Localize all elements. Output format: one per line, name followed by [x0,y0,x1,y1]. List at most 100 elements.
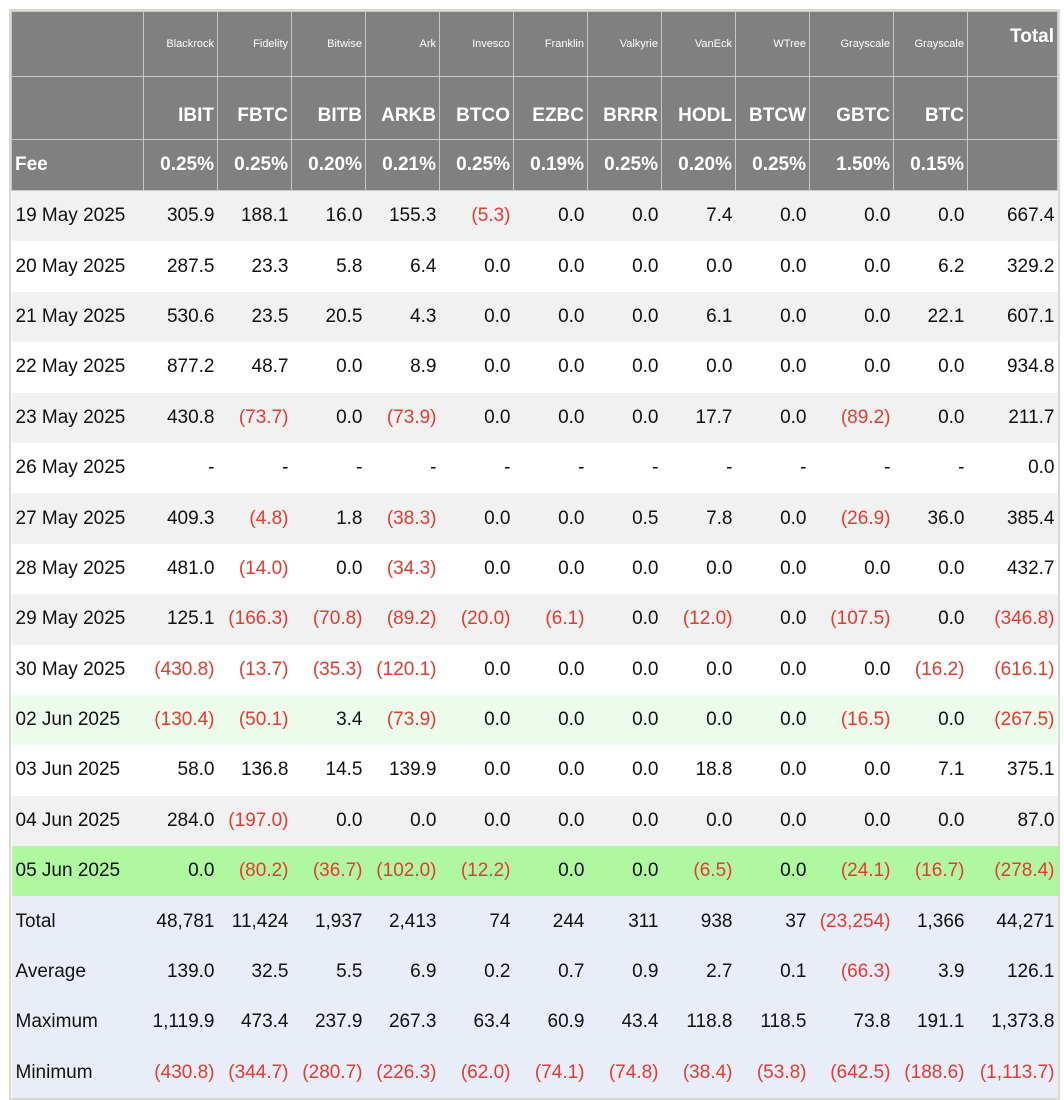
flow-value: 0.0 [513,846,588,897]
row-date: 21 May 2025 [11,291,144,343]
flow-value: 0.0 [513,392,588,443]
fee-value: 0.15% [893,139,968,191]
issuer-header: WTree [735,11,810,77]
empty-header-cell [11,76,144,140]
summary-value: 139.0 [143,946,218,998]
table-row: 22 May 2025 877.2 48.7 0.0 8.9 0.0 0.0 0.0 0.0 0.… [11,342,1058,393]
flow-value: 23.5 [217,291,292,343]
flow-value: 0.0 [439,543,514,595]
flow-value: 7.4 [661,190,736,242]
summary-value: 44,271 [967,896,1058,947]
flow-value: (16.5) [809,694,894,746]
flow-value: - [587,442,662,494]
fee-value: 0.25% [143,139,218,191]
summary-value: 60.9 [513,997,588,1048]
row-total: 0.0 [967,442,1058,494]
fee-header-row: Fee 0.25% 0.25% 0.20% 0.21% 0.25% 0.19% 0.25% 0.… [11,139,1058,191]
table-row: 26 May 2025- - - - - - - - - - -0.0 [11,442,1058,494]
table-row: 02 Jun 2025 (130.4) (50.1) 3.4 (73.9) 0.0 0.0 0… [11,694,1058,746]
flow-value: 0.0 [735,745,810,796]
flow-value: 0.0 [735,190,810,242]
flow-value: 0.0 [661,241,736,292]
empty-header-cell [967,139,1058,191]
flow-value: 0.0 [587,694,662,746]
ticker-header: BTC [893,76,968,140]
flow-value: 6.1 [661,291,736,343]
summary-value: 73.8 [809,997,894,1048]
summary-value: (188.6) [893,1047,968,1099]
summary-row-average: Average 139.0 32.5 5.5 6.9 0.2 0.7 0.9 2.7 0.1 (66… [11,946,1058,998]
flow-value: 0.0 [513,342,588,393]
flow-value: 0.0 [735,241,810,292]
flow-value: 877.2 [143,342,218,393]
row-total: 375.1 [967,745,1058,796]
summary-value: (74.1) [513,1047,588,1099]
row-date: 28 May 2025 [11,543,144,595]
issuer-header: Blackrock [143,11,218,77]
flow-value: 0.0 [735,493,810,544]
flow-value: 58.0 [143,745,218,796]
row-date: 30 May 2025 [11,644,144,695]
ticker-header: ARKB [365,76,440,140]
issuer-header-row: Blackrock Fidelity Bitwise Ark Invesco Frankl… [11,11,1058,77]
flow-value: 0.0 [893,392,968,443]
row-total: 432.7 [967,543,1058,595]
summary-value: 311 [587,896,662,947]
flow-value: 8.9 [365,342,440,393]
fee-value: 0.25% [735,139,810,191]
row-total: 934.8 [967,342,1058,393]
summary-value: 2,413 [365,896,440,947]
ticker-header: BTCO [439,76,514,140]
summary-value: (38.4) [661,1047,736,1099]
flow-value: 22.1 [893,291,968,343]
flow-value: 7.1 [893,745,968,796]
flow-value: 3.4 [291,694,366,746]
flow-value: 0.0 [809,190,894,242]
summary-value: 3.9 [893,946,968,998]
table-row: 20 May 2025 287.5 23.3 5.8 6.4 0.0 0.0 0.0 0.0 0.… [11,241,1058,292]
flow-value: 0.0 [439,745,514,796]
fee-value: 1.50% [809,139,894,191]
row-date: 27 May 2025 [11,493,144,544]
flow-value: (6.1) [513,594,588,645]
fee-value: 0.25% [439,139,514,191]
flow-value: (89.2) [809,392,894,443]
flow-value: (36.7) [291,846,366,897]
flow-value: 0.0 [893,543,968,595]
flow-value: 0.0 [661,694,736,746]
table-row: 21 May 2025 530.6 23.5 20.5 4.3 0.0 0.0 0.0 6.1 0… [11,291,1058,343]
flow-value: 0.0 [809,342,894,393]
flow-value: 305.9 [143,190,218,242]
flow-value: 0.0 [893,342,968,393]
flow-value: (14.0) [217,543,292,595]
flow-value: (80.2) [217,846,292,897]
flow-value: 0.0 [809,745,894,796]
row-total: 667.4 [967,190,1058,242]
summary-label: Total [11,896,144,947]
flow-value: (73.9) [365,392,440,443]
flow-value: (70.8) [291,594,366,645]
empty-header-cell [11,11,144,77]
summary-value: (23,254) [809,896,894,947]
issuer-header: Invesco [439,11,514,77]
summary-value: (74.8) [587,1047,662,1099]
flow-value: 48.7 [217,342,292,393]
flow-value: 0.0 [893,795,968,847]
summary-value: (642.5) [809,1047,894,1099]
flow-value: 0.0 [439,644,514,695]
row-total: (346.8) [967,594,1058,645]
flow-value: 0.0 [809,644,894,695]
flow-value: (130.4) [143,694,218,746]
etf-flows-table-container: Blackrock Fidelity Bitwise Ark Invesco Frankl… [9,9,1060,1100]
summary-value: 0.2 [439,946,514,998]
flow-value: 287.5 [143,241,218,292]
flow-value: (12.2) [439,846,514,897]
flow-value: - [439,442,514,494]
fee-value: 0.20% [291,139,366,191]
table-header: Blackrock Fidelity Bitwise Ark Invesco Frankl… [11,11,1058,191]
total-column-header: Total [967,11,1058,77]
flow-value: 0.0 [439,493,514,544]
table-row: 30 May 2025 (430.8) (13.7) (35.3) (120.1) 0.0… [11,644,1058,695]
flow-value: 409.3 [143,493,218,544]
table-row: 28 May 2025 481.0 (14.0) 0.0 (34.3) 0.0 0.0 0.0… [11,543,1058,595]
